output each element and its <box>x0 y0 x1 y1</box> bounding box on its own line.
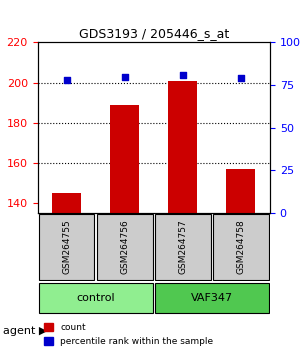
Bar <box>52 193 81 354</box>
Text: GSM264755: GSM264755 <box>62 219 71 274</box>
Bar <box>110 105 139 354</box>
Text: GSM264757: GSM264757 <box>178 219 187 274</box>
Text: control: control <box>76 293 115 303</box>
Point <box>238 75 243 81</box>
FancyBboxPatch shape <box>155 283 269 313</box>
Text: GSM264756: GSM264756 <box>120 219 129 274</box>
Point <box>180 72 185 78</box>
FancyBboxPatch shape <box>97 214 153 280</box>
Bar <box>226 169 256 354</box>
Text: GSM264758: GSM264758 <box>236 219 245 274</box>
Text: agent ▶: agent ▶ <box>3 326 47 336</box>
Title: GDS3193 / 205446_s_at: GDS3193 / 205446_s_at <box>79 27 229 40</box>
FancyBboxPatch shape <box>39 283 153 313</box>
Point <box>122 74 127 79</box>
Point <box>64 77 69 83</box>
Text: VAF347: VAF347 <box>191 293 233 303</box>
FancyBboxPatch shape <box>213 214 269 280</box>
Bar <box>168 81 197 354</box>
FancyBboxPatch shape <box>39 214 94 280</box>
FancyBboxPatch shape <box>155 214 211 280</box>
Legend: count, percentile rank within the sample: count, percentile rank within the sample <box>40 320 217 349</box>
